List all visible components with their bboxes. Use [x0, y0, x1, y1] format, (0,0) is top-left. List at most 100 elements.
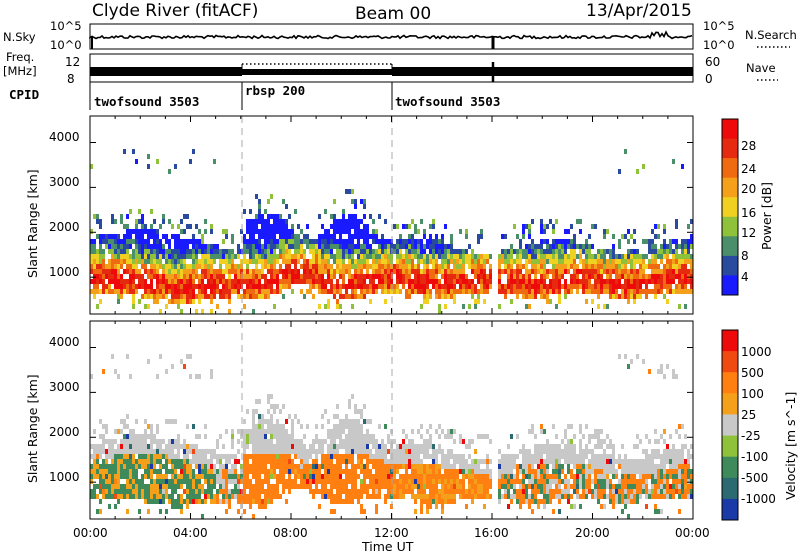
rti-cell — [636, 274, 639, 279]
rti-cell — [144, 459, 147, 464]
rti-cell — [351, 489, 354, 494]
rti-cell — [396, 464, 399, 469]
rti-cell — [465, 234, 468, 239]
rti-cell — [462, 254, 465, 259]
rti-cell — [420, 464, 423, 469]
rti-cell — [651, 474, 654, 479]
rti-cell — [504, 289, 507, 294]
rti-cell — [396, 279, 399, 284]
rti-cell — [507, 484, 510, 489]
rti-cell — [672, 484, 675, 489]
rti-cell — [567, 244, 570, 249]
rti-cell — [444, 469, 447, 474]
rti-cell — [153, 434, 156, 439]
rti-cell — [522, 224, 525, 229]
rti-cell — [348, 294, 351, 299]
rti-cell — [276, 439, 279, 444]
rti-cell — [117, 484, 120, 489]
rti-cell — [540, 429, 543, 434]
rti-cell — [399, 274, 402, 279]
rti-cell — [90, 259, 93, 264]
rti-cell — [201, 294, 204, 299]
rti-cell — [192, 149, 195, 154]
rti-cell — [546, 479, 549, 484]
rti-cell — [99, 279, 102, 284]
rti-cell — [153, 234, 156, 239]
rti-cell — [426, 274, 429, 279]
rti-cell — [447, 274, 450, 279]
rti-cell — [324, 289, 327, 294]
rti-cell — [225, 469, 228, 474]
rti-cell — [312, 254, 315, 259]
rti-cell — [375, 494, 378, 499]
rti-cell — [576, 489, 579, 494]
rti-cell — [552, 254, 555, 259]
rti-cell — [543, 224, 546, 229]
rti-cell — [120, 254, 123, 259]
rti-cell — [111, 489, 114, 494]
rti-cell — [351, 279, 354, 284]
rti-cell — [498, 269, 501, 274]
rti-cell — [369, 449, 372, 454]
rti-cell — [438, 494, 441, 499]
rti-cell — [252, 469, 255, 474]
rti-cell — [402, 474, 405, 479]
rti-cell — [633, 254, 636, 259]
rti-cell — [609, 269, 612, 274]
rti-cell — [174, 454, 177, 459]
rti-cell — [186, 279, 189, 284]
rti-cell — [378, 474, 381, 479]
rti-cell — [510, 474, 513, 479]
rti-cell — [168, 439, 171, 444]
rti-cell — [444, 479, 447, 484]
rti-cell — [99, 254, 102, 259]
rti-cell — [207, 284, 210, 289]
rti-cell — [465, 464, 468, 469]
rti-cell — [507, 494, 510, 499]
rti-cell — [225, 249, 228, 254]
rti-cell — [432, 224, 435, 229]
rti-cell — [201, 274, 204, 279]
rti-cell — [141, 264, 144, 269]
rti-cell — [99, 419, 102, 424]
rti-cell — [528, 304, 531, 309]
rti-cell — [153, 249, 156, 254]
rti-cell — [180, 294, 183, 299]
rti-cell — [270, 274, 273, 279]
rti-cell — [294, 414, 297, 419]
rti-cell — [153, 469, 156, 474]
rti-cell — [261, 229, 264, 234]
rti-cell — [102, 249, 105, 254]
rti-cell — [288, 444, 291, 449]
rti-cell — [138, 249, 141, 254]
rti-cell — [588, 259, 591, 264]
rti-cell — [270, 234, 273, 239]
rti-cell — [627, 299, 630, 304]
rti-cell — [150, 254, 153, 259]
rti-cell — [486, 254, 489, 259]
rti-cell — [621, 254, 624, 259]
rti-cell — [186, 289, 189, 294]
rti-cell — [477, 469, 480, 474]
rti-cell — [504, 484, 507, 489]
rti-cell — [387, 474, 390, 479]
rti-cell — [681, 479, 684, 484]
nsearch-tick-high: 10^5 — [703, 19, 735, 33]
rti-cell — [474, 474, 477, 479]
rti-cell — [402, 279, 405, 284]
rti-cell — [321, 479, 324, 484]
rti-cell — [360, 479, 363, 484]
rti-cell — [546, 494, 549, 499]
rti-cell — [351, 479, 354, 484]
rti-cell — [204, 424, 207, 429]
rti-cell — [156, 299, 159, 304]
rti-cell — [555, 479, 558, 484]
rti-cell — [636, 259, 639, 264]
rti-cell — [612, 269, 615, 274]
power-cbar-tick-8: 8 — [741, 249, 749, 263]
rti-cell — [312, 279, 315, 284]
rti-cell — [363, 444, 366, 449]
rti-cell — [282, 449, 285, 454]
rti-cell — [150, 429, 153, 434]
rti-cell — [594, 479, 597, 484]
